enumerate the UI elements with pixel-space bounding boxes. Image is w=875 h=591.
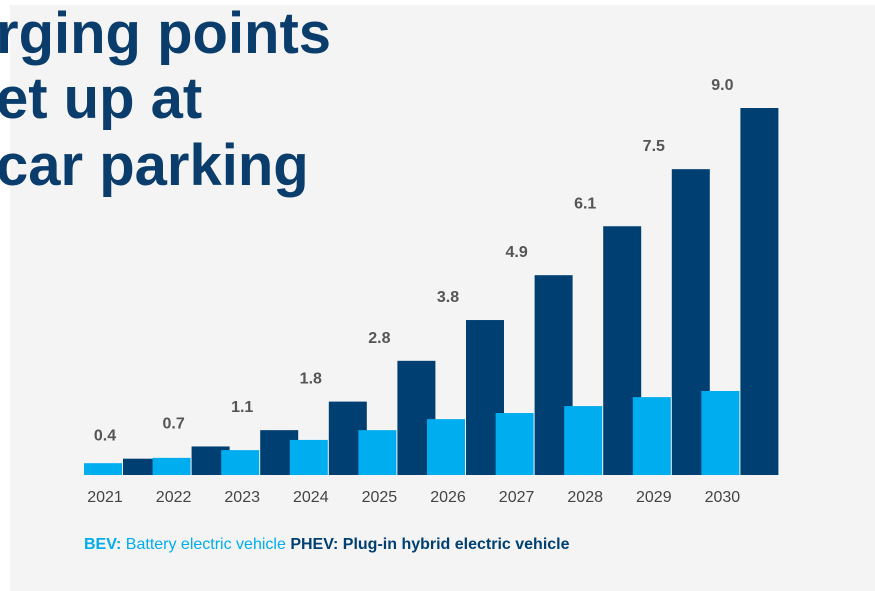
panel	[10, 5, 875, 591]
value-label: 6.1	[574, 195, 596, 212]
bar	[289, 439, 328, 475]
bar	[123, 458, 161, 475]
legend-desc: Battery electric vehicle	[126, 536, 286, 553]
value-label: 1.8	[300, 371, 322, 388]
x-tick-label: 2028	[567, 489, 603, 506]
bar	[152, 457, 191, 475]
title-line: rging points	[0, 1, 331, 66]
bar	[427, 419, 465, 475]
x-tick-label: 2023	[224, 489, 260, 506]
value-label: 0.4	[94, 428, 116, 445]
x-tick-label: 2025	[362, 489, 398, 506]
x-tick-label: 2027	[499, 489, 535, 506]
value-label: 0.7	[162, 415, 184, 432]
legend-name: BEV:	[84, 536, 121, 553]
legend: BEV: Battery electric vehicle PHEV: Plug…	[84, 536, 570, 553]
bar	[358, 430, 397, 475]
bar	[740, 108, 779, 475]
title-line: et up at	[0, 66, 202, 131]
value-label: 1.1	[231, 399, 253, 416]
bar	[221, 450, 260, 475]
bar	[632, 397, 671, 475]
title-line: car parking	[0, 133, 309, 198]
value-label: 2.8	[368, 330, 390, 347]
x-tick-label: 2021	[87, 489, 123, 506]
value-label: 3.8	[437, 289, 459, 306]
value-label: 4.9	[505, 244, 527, 261]
legend-desc: Plug-in hybrid electric vehicle	[343, 536, 570, 553]
bar	[701, 390, 740, 475]
legend-name: PHEV:	[290, 536, 338, 553]
x-tick-label: 2030	[705, 489, 741, 506]
x-tick-label: 2024	[293, 489, 329, 506]
value-label: 9.0	[711, 77, 733, 94]
x-tick-label: 2029	[636, 489, 672, 506]
bar	[84, 463, 122, 475]
bar	[495, 413, 534, 475]
x-tick-label: 2022	[156, 489, 192, 506]
value-label: 7.5	[643, 138, 665, 155]
x-tick-label: 2026	[430, 489, 466, 506]
bar	[564, 406, 603, 475]
